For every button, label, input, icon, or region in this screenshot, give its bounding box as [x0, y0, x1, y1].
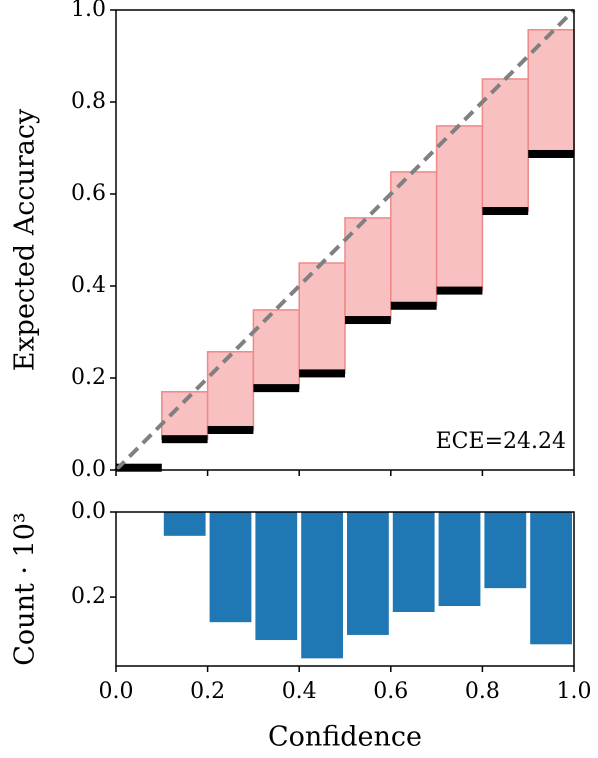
plot-frame: [115, 511, 575, 667]
x-tick-label: 0.8: [465, 679, 500, 704]
x-tick-label: 0.2: [190, 679, 225, 704]
count-bar: [392, 512, 435, 612]
accuracy-bar: [390, 301, 437, 310]
y-tick-label: 0.8: [71, 89, 106, 114]
accuracy-bar: [116, 463, 162, 472]
accuracy-bar: [253, 384, 300, 393]
count-bar: [209, 512, 252, 623]
x-tick-label: 1.0: [557, 679, 592, 704]
diagonal: [114, 8, 576, 472]
y-tick-label: 0.4: [71, 273, 106, 298]
annotation: ECE=24.24: [436, 429, 566, 454]
y-tick-label: 0.2: [71, 584, 106, 609]
y-axis-label: Count · 10³: [10, 512, 41, 665]
gap-bar: [390, 171, 438, 307]
gap-bar: [298, 262, 346, 375]
y-tick-label: 0.2: [71, 365, 106, 390]
y-tick-label: 0.0: [71, 457, 106, 482]
gap-bar: [252, 309, 300, 389]
gap-bar: [206, 351, 255, 431]
accuracy-bar: [345, 316, 391, 325]
y-tick-label: 1.0: [71, 0, 106, 22]
y-tick-label: 0.0: [71, 499, 106, 524]
count-bar: [301, 512, 343, 659]
accuracy-bar: [436, 286, 483, 295]
gap-bar: [435, 125, 484, 292]
x-tick-label: 0.4: [282, 679, 317, 704]
y-tick-label: 0.6: [71, 181, 106, 206]
count-bar: [163, 512, 206, 536]
count-bar: [530, 512, 572, 645]
x-tick-label: 0.0: [99, 679, 134, 704]
x-axis-label: Confidence: [268, 722, 422, 753]
count-bar: [347, 512, 389, 635]
count-bar: [484, 512, 527, 589]
accuracy-bar: [528, 149, 574, 158]
plot-frame: [115, 9, 575, 471]
x-tick-label: 0.6: [373, 679, 408, 704]
accuracy-bar: [299, 369, 345, 378]
accuracy-bar: [207, 425, 254, 434]
count-bar: [438, 512, 481, 607]
accuracy-bar: [161, 435, 208, 444]
gap-bar: [481, 78, 529, 212]
y-axis-label: Expected Accuracy: [10, 108, 41, 371]
count-bar: [255, 512, 298, 641]
accuracy-bar: [482, 207, 529, 216]
